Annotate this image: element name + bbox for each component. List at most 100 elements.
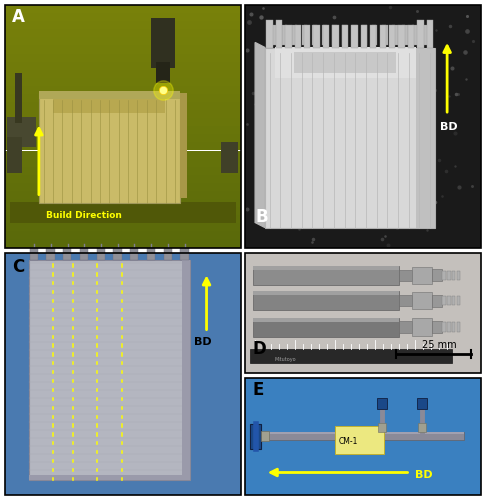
Bar: [5, 102, 241, 110]
Bar: [412, 292, 432, 309]
Text: B: B: [255, 208, 268, 226]
Bar: [39, 92, 180, 202]
Bar: [5, 252, 241, 495]
Bar: [427, 20, 433, 48]
Bar: [332, 25, 339, 48]
Bar: [113, 248, 122, 260]
Bar: [417, 398, 427, 409]
Bar: [250, 349, 452, 363]
Bar: [399, 270, 412, 281]
Bar: [361, 25, 367, 48]
Bar: [5, 175, 241, 183]
Bar: [97, 248, 105, 260]
Bar: [457, 296, 460, 306]
Bar: [5, 21, 241, 29]
Text: BD: BD: [415, 470, 433, 480]
Bar: [5, 5, 241, 248]
Bar: [5, 94, 241, 102]
Bar: [5, 70, 241, 78]
Bar: [164, 248, 172, 260]
Bar: [5, 62, 241, 70]
Bar: [402, 25, 408, 45]
Bar: [15, 72, 22, 122]
Bar: [294, 52, 396, 72]
Bar: [275, 48, 416, 78]
Bar: [322, 25, 327, 45]
Bar: [63, 248, 71, 260]
Bar: [10, 202, 236, 222]
Bar: [5, 54, 241, 62]
Bar: [253, 266, 399, 285]
Bar: [351, 25, 358, 48]
Bar: [5, 240, 241, 248]
Bar: [5, 46, 241, 54]
Bar: [352, 25, 357, 45]
Bar: [39, 91, 180, 98]
Bar: [362, 25, 367, 45]
Text: E: E: [253, 381, 264, 399]
Bar: [5, 126, 241, 134]
Bar: [442, 296, 446, 306]
Text: C: C: [12, 258, 24, 276]
Bar: [156, 62, 170, 82]
Bar: [399, 25, 405, 48]
Text: CM-1: CM-1: [339, 437, 358, 446]
Bar: [302, 25, 307, 45]
Bar: [292, 25, 297, 45]
Bar: [5, 150, 241, 158]
Bar: [266, 20, 273, 48]
Bar: [412, 267, 432, 284]
Bar: [452, 296, 455, 306]
Bar: [323, 25, 329, 48]
Bar: [5, 191, 241, 199]
Bar: [258, 432, 464, 434]
Bar: [151, 18, 175, 68]
Bar: [282, 25, 287, 45]
Bar: [253, 318, 399, 336]
Bar: [447, 296, 451, 306]
Bar: [221, 142, 238, 172]
Bar: [432, 321, 442, 333]
Text: BD: BD: [194, 337, 212, 347]
Bar: [399, 295, 412, 306]
Bar: [342, 25, 348, 48]
Bar: [253, 318, 399, 322]
Bar: [377, 398, 387, 409]
Bar: [372, 25, 378, 45]
Bar: [412, 318, 432, 336]
Text: Build Direction: Build Direction: [46, 210, 122, 220]
Bar: [180, 92, 187, 198]
Bar: [342, 25, 347, 45]
Bar: [258, 432, 464, 440]
Bar: [304, 25, 311, 48]
Bar: [452, 322, 455, 332]
Bar: [265, 48, 435, 228]
Bar: [285, 25, 292, 48]
Bar: [5, 118, 241, 126]
Bar: [245, 378, 481, 495]
Bar: [447, 322, 451, 332]
Bar: [5, 142, 241, 150]
Bar: [5, 110, 241, 118]
Bar: [245, 252, 481, 372]
Bar: [452, 270, 455, 280]
Bar: [5, 223, 241, 232]
Bar: [447, 270, 451, 280]
Text: Mitutoyo: Mitutoyo: [275, 358, 296, 362]
Bar: [408, 25, 414, 48]
Bar: [295, 25, 301, 48]
Bar: [261, 431, 269, 441]
Bar: [5, 252, 241, 495]
Polygon shape: [255, 42, 265, 228]
Bar: [313, 25, 320, 48]
Bar: [389, 25, 395, 48]
Bar: [380, 25, 386, 48]
Bar: [182, 260, 190, 480]
Text: BD: BD: [440, 122, 457, 132]
Bar: [312, 25, 317, 45]
Bar: [245, 5, 481, 248]
Bar: [418, 423, 426, 432]
Bar: [457, 270, 460, 280]
Bar: [399, 322, 412, 332]
Bar: [5, 86, 241, 94]
